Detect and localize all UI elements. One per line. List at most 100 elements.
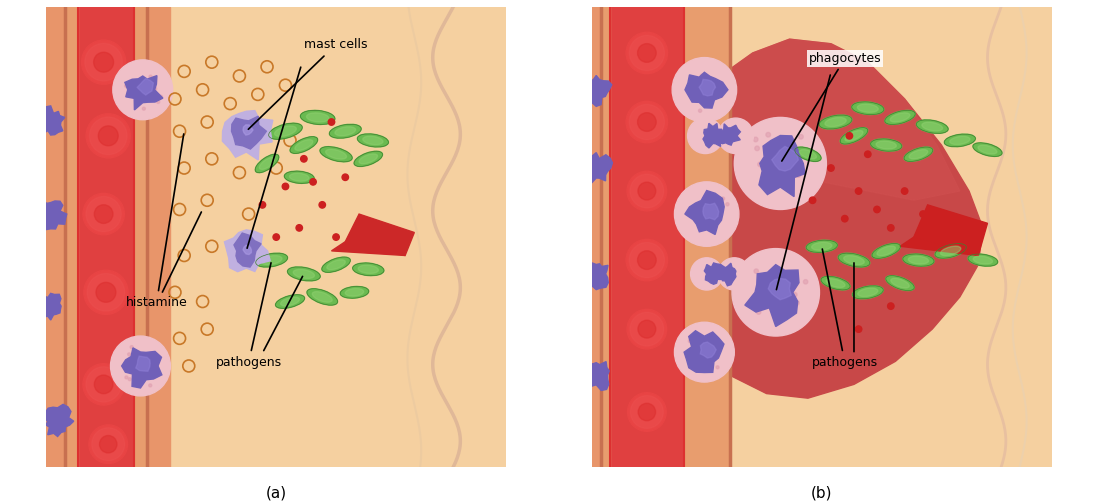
Circle shape (89, 425, 127, 464)
Polygon shape (718, 124, 740, 145)
Polygon shape (705, 127, 736, 145)
Polygon shape (769, 279, 792, 300)
Circle shape (769, 285, 773, 290)
Circle shape (638, 113, 657, 132)
Circle shape (343, 174, 348, 180)
Polygon shape (36, 293, 61, 320)
Circle shape (713, 85, 716, 88)
Text: histamine: histamine (125, 134, 188, 309)
Ellipse shape (904, 147, 933, 161)
Circle shape (778, 269, 783, 273)
Circle shape (149, 364, 152, 367)
Circle shape (81, 40, 126, 84)
Polygon shape (224, 230, 270, 272)
Circle shape (99, 126, 119, 146)
Ellipse shape (908, 256, 929, 264)
Circle shape (920, 211, 927, 217)
Polygon shape (243, 245, 251, 255)
Polygon shape (122, 348, 161, 388)
Ellipse shape (301, 110, 335, 124)
Polygon shape (234, 233, 261, 267)
Circle shape (771, 176, 775, 180)
Circle shape (143, 85, 146, 88)
Circle shape (626, 239, 668, 281)
Ellipse shape (259, 157, 274, 169)
Ellipse shape (261, 256, 282, 265)
Circle shape (766, 161, 771, 165)
Circle shape (694, 350, 697, 353)
Circle shape (770, 149, 774, 153)
Ellipse shape (872, 243, 900, 259)
Circle shape (713, 348, 716, 351)
Circle shape (721, 197, 725, 200)
Circle shape (96, 282, 116, 302)
Polygon shape (34, 201, 67, 230)
Ellipse shape (886, 276, 915, 291)
Circle shape (704, 219, 707, 222)
Circle shape (131, 82, 133, 85)
Circle shape (100, 435, 116, 453)
Ellipse shape (340, 286, 369, 298)
Polygon shape (772, 146, 798, 171)
Ellipse shape (973, 143, 1002, 156)
Circle shape (638, 320, 656, 338)
Circle shape (296, 225, 302, 231)
Polygon shape (744, 265, 799, 327)
Text: pathogens: pathogens (215, 263, 282, 369)
Ellipse shape (795, 147, 821, 161)
Circle shape (726, 203, 729, 206)
Ellipse shape (354, 151, 382, 166)
Ellipse shape (877, 246, 896, 256)
Circle shape (702, 214, 704, 217)
Circle shape (159, 95, 163, 98)
Polygon shape (716, 39, 983, 398)
Circle shape (793, 292, 797, 297)
Circle shape (629, 242, 664, 278)
Circle shape (809, 197, 816, 204)
Circle shape (699, 79, 703, 82)
Circle shape (704, 101, 707, 104)
Circle shape (874, 206, 881, 213)
Ellipse shape (811, 242, 832, 250)
Circle shape (149, 75, 152, 78)
Circle shape (776, 295, 781, 299)
Ellipse shape (978, 145, 997, 154)
Polygon shape (704, 263, 725, 284)
Polygon shape (332, 242, 405, 256)
Polygon shape (759, 136, 805, 197)
Text: (b): (b) (811, 486, 832, 500)
Polygon shape (699, 79, 716, 96)
Circle shape (638, 403, 656, 421)
Text: pathogens: pathogens (811, 249, 877, 369)
Polygon shape (701, 342, 716, 358)
Ellipse shape (335, 127, 356, 136)
Ellipse shape (326, 149, 347, 159)
Bar (684, 7, 730, 467)
Ellipse shape (255, 154, 279, 173)
Circle shape (628, 393, 666, 431)
Ellipse shape (858, 288, 877, 296)
Circle shape (775, 306, 780, 310)
Circle shape (758, 162, 762, 167)
Circle shape (705, 347, 707, 350)
Ellipse shape (909, 150, 928, 159)
Polygon shape (581, 263, 608, 290)
Circle shape (687, 118, 724, 154)
Circle shape (94, 205, 113, 223)
Circle shape (141, 93, 144, 96)
Ellipse shape (290, 173, 309, 181)
Circle shape (698, 109, 702, 112)
Circle shape (629, 35, 664, 71)
Circle shape (111, 336, 170, 396)
Ellipse shape (917, 120, 949, 134)
Circle shape (705, 85, 708, 88)
Circle shape (701, 74, 704, 77)
Bar (610, 7, 684, 467)
Bar (134, 7, 147, 467)
Circle shape (887, 303, 894, 309)
Circle shape (627, 171, 666, 211)
Circle shape (154, 87, 157, 90)
Ellipse shape (357, 134, 389, 147)
Ellipse shape (922, 122, 942, 131)
Ellipse shape (876, 141, 896, 149)
